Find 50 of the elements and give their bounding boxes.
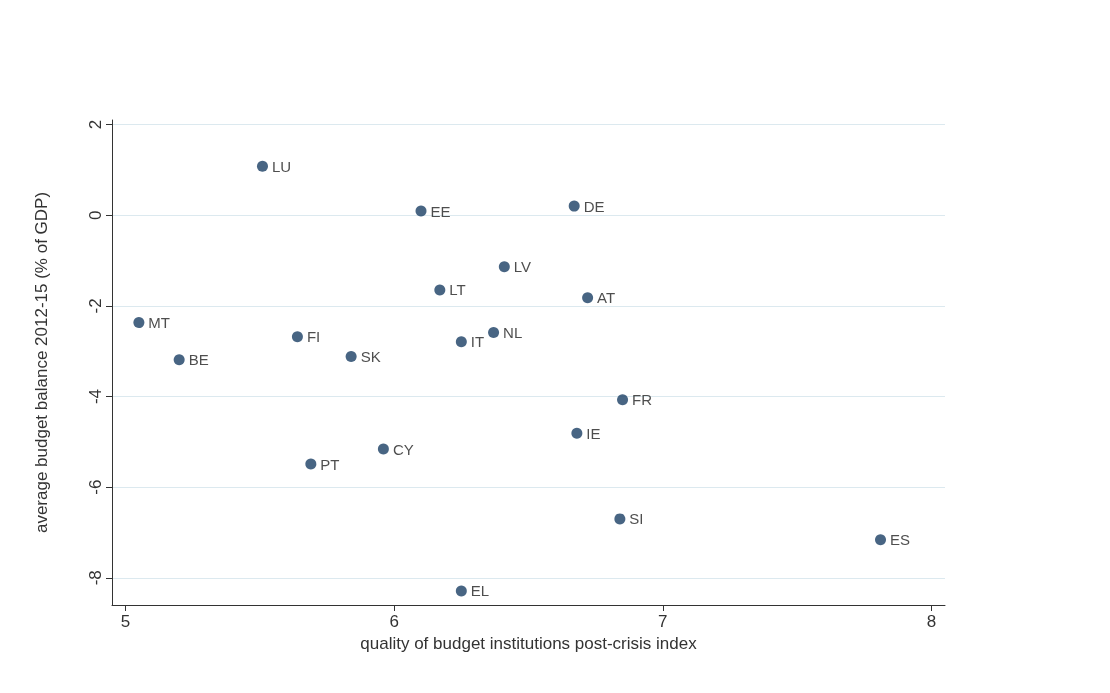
data-label: FR: [632, 391, 653, 409]
x-tick-label: 5: [120, 612, 131, 631]
data-label: DE: [583, 197, 605, 215]
point: [488, 327, 500, 339]
data-label: MT: [148, 314, 171, 332]
y-tick-label: -4: [86, 388, 105, 405]
point: [617, 394, 629, 406]
data-label: FI: [306, 328, 321, 346]
data-label: LV: [513, 258, 532, 276]
y-tick-label: -8: [86, 570, 105, 586]
data-label: BE: [188, 351, 209, 369]
x-tick-label: 7: [658, 612, 668, 631]
point: [291, 331, 303, 343]
data-label: EE: [430, 202, 451, 220]
point: [377, 443, 389, 455]
point: [305, 458, 317, 470]
y-tick-label: 0: [86, 210, 105, 220]
point: [455, 585, 467, 597]
point: [133, 317, 145, 329]
data-label: SK: [360, 348, 381, 366]
point: [173, 354, 185, 366]
point: [256, 160, 268, 172]
y-tick-label: 2: [86, 119, 105, 130]
y-tick-label: -6: [86, 479, 105, 495]
data-label: LU: [271, 157, 292, 175]
data-label: SI: [629, 510, 644, 528]
point: [434, 284, 446, 296]
y-axis-title: average budget balance 2012-15 (% of GDP): [32, 191, 51, 534]
data-label: CY: [392, 440, 414, 458]
data-label: IE: [586, 424, 601, 442]
point: [582, 292, 594, 304]
x-tick-label: 8: [926, 612, 937, 631]
data-label: PT: [320, 455, 340, 473]
data-label: AT: [597, 289, 616, 307]
point: [875, 534, 887, 546]
point: [498, 261, 510, 273]
y-tick-label: -2: [86, 298, 105, 314]
point: [568, 200, 580, 212]
point: [614, 513, 626, 525]
point: [415, 205, 427, 217]
point: [571, 427, 583, 439]
x-axis-title: quality of budget institutions post-crisis index: [360, 634, 698, 653]
data-label: LT: [449, 281, 466, 299]
x-tick-label: 6: [389, 612, 399, 631]
data-label: EL: [470, 582, 490, 600]
point: [345, 351, 357, 363]
data-label: ES: [890, 531, 911, 549]
data-label: IT: [470, 333, 485, 351]
point: [455, 336, 467, 348]
data-label: NL: [503, 324, 523, 342]
